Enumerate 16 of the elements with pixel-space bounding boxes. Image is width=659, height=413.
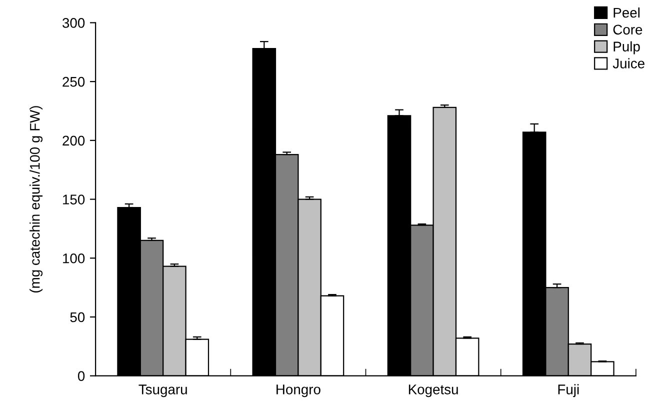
x-tick-label: Tsugaru — [138, 384, 187, 398]
x-tick-label: Hongro — [276, 384, 320, 398]
legend-label: Core — [613, 24, 642, 35]
y-tick-label: 100 — [63, 253, 85, 264]
legend-label: Pulp — [614, 41, 640, 54]
y-tick-label: 0 — [78, 371, 85, 381]
legend-label: Juice — [612, 58, 644, 68]
x-tick-label: Fuji — [558, 384, 579, 398]
y-axis-title: (mg catechin equiv./100 g FW) — [30, 106, 43, 292]
y-tick-label: 250 — [62, 76, 85, 87]
y-tick-label: 50 — [70, 312, 85, 322]
legend-label: Peel — [614, 7, 640, 18]
y-tick-label: 150 — [63, 194, 85, 204]
y-tick-label: 300 — [62, 18, 85, 28]
x-tick-label: Kogetsu — [408, 384, 458, 398]
y-tick-label: 200 — [62, 136, 85, 146]
